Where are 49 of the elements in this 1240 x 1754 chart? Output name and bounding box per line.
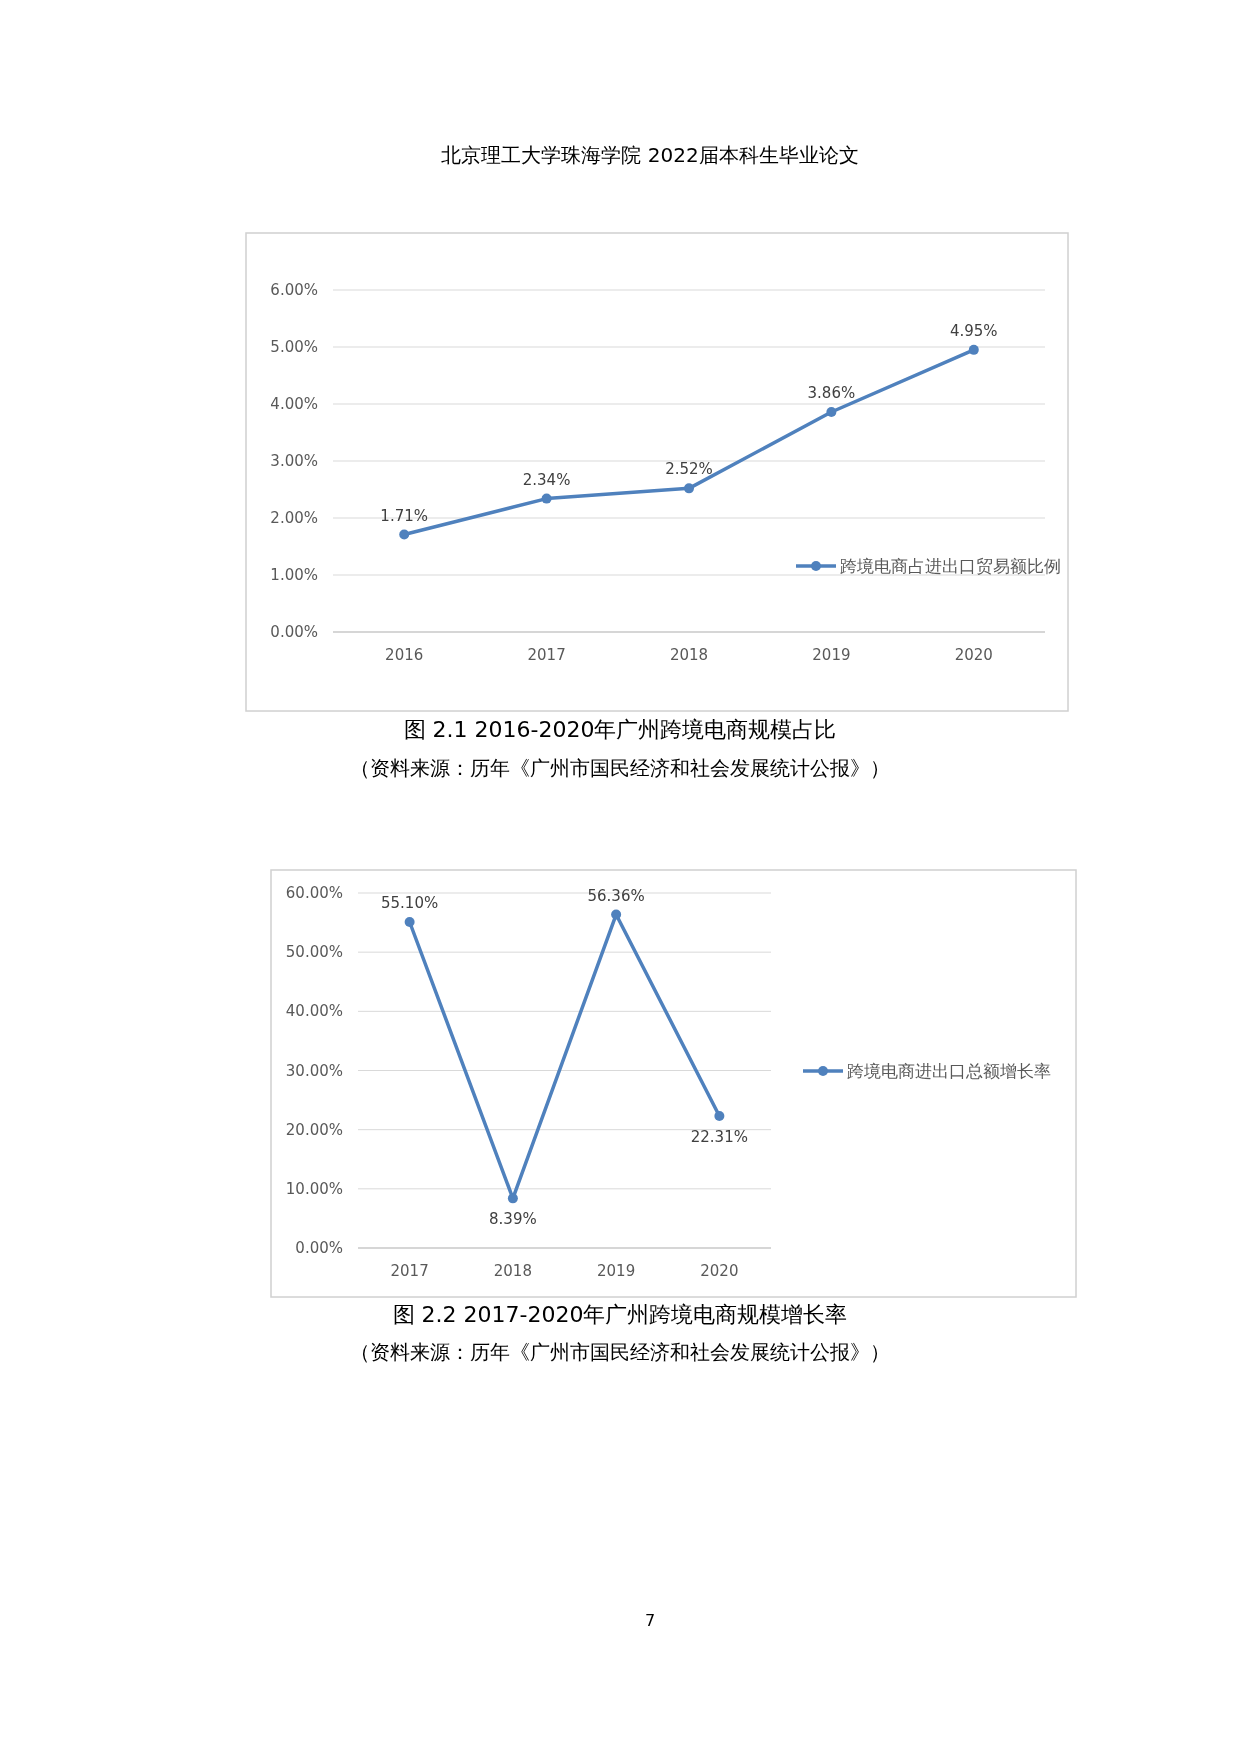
x-tick-label: 2019 <box>812 646 851 664</box>
text: 北京理工大学珠海学院 2022届本科生毕业论文 <box>441 143 859 167</box>
point <box>507 1193 518 1204</box>
y-tick-label: 1.00% <box>270 566 318 584</box>
point <box>968 344 979 355</box>
legend-label: 跨境电商占进出口贸易额比例 <box>840 556 1061 576</box>
data-label: 56.36% <box>587 886 645 905</box>
point <box>684 483 694 494</box>
y-tick-label: 0.00% <box>295 1239 343 1257</box>
point <box>399 529 410 540</box>
data-label: 22.31% <box>690 1128 748 1146</box>
data-label: 4.95% <box>949 321 998 340</box>
y-tick-label: 0.00% <box>270 623 318 641</box>
x-tick-label: 2018 <box>493 1262 532 1280</box>
point <box>541 493 552 504</box>
y-tick-label: 40.00% <box>285 1002 343 1021</box>
y-tick-label: 3.00% <box>270 452 318 470</box>
data-label: 1.71% <box>380 506 429 525</box>
y-tick-label: 4.00% <box>270 395 318 413</box>
legend-label: 跨境电商进出口总额增长率 <box>847 1061 1051 1081</box>
point <box>404 916 415 927</box>
x-tick-label: 2016 <box>385 646 424 664</box>
x-tick-label: 2020 <box>700 1262 739 1280</box>
y-tick-label: 10.00% <box>285 1179 343 1198</box>
text: 图 2.2 2017-2020年广州跨境电商规模增长率 <box>392 1302 848 1327</box>
data-label: 3.86% <box>807 383 856 402</box>
y-tick-label: 2.00% <box>270 509 318 527</box>
data-label: 2.52% <box>665 460 713 479</box>
x-tick-label: 2017 <box>390 1262 429 1280</box>
data-label: 8.39% <box>489 1210 537 1229</box>
point <box>826 406 837 417</box>
x-tick-label: 2018 <box>669 646 709 664</box>
y-tick-label: 60.00% <box>285 884 343 902</box>
x-tick-label: 2017 <box>527 646 566 664</box>
y-tick-label: 6.00% <box>270 281 318 299</box>
point <box>611 909 622 920</box>
x-tick-label: 2019 <box>597 1262 636 1280</box>
data-label: 2.34% <box>522 470 571 489</box>
point <box>714 1111 725 1121</box>
text: 7 <box>644 1611 656 1630</box>
data-label: 55.10% <box>381 893 439 912</box>
y-tick-label: 5.00% <box>270 338 318 356</box>
x-tick-label: 2020 <box>954 646 993 664</box>
text: 图 2.1 2016-2020年广州跨境电商规模占比 <box>403 717 837 742</box>
text: （资料来源：历年《广州市国民经济和社会发展统计公报》） <box>350 1340 890 1364</box>
y-tick-label: 30.00% <box>285 1061 343 1080</box>
text: （资料来源：历年《广州市国民经济和社会发展统计公报》） <box>350 756 890 780</box>
y-tick-label: 50.00% <box>285 943 343 962</box>
y-tick-label: 20.00% <box>285 1120 343 1139</box>
